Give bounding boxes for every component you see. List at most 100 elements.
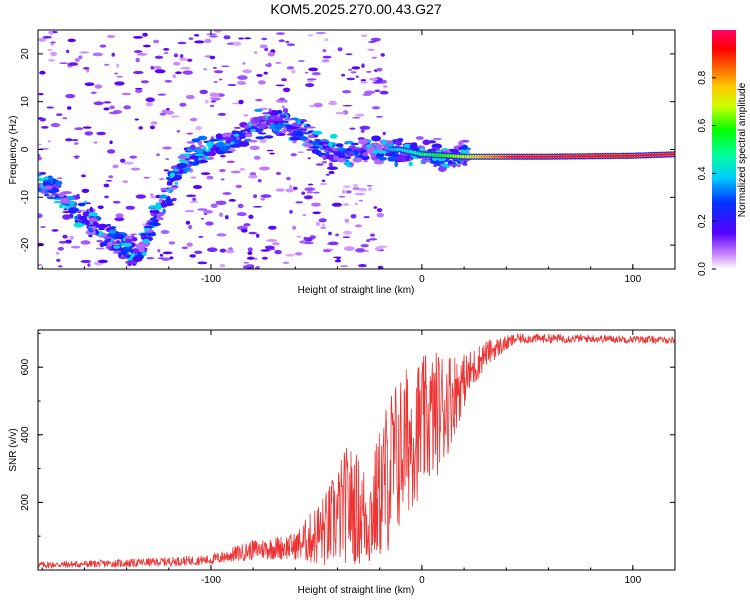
spectral-blob xyxy=(349,127,356,130)
spectral-blob xyxy=(278,39,285,43)
spectral-blob xyxy=(209,55,216,60)
spectral-blob xyxy=(55,251,60,255)
spectral-blob xyxy=(333,155,340,161)
spectral-blob xyxy=(47,189,58,194)
spectral-blob xyxy=(190,176,197,179)
spectral-blob xyxy=(311,72,321,76)
spectral-blob xyxy=(432,157,438,161)
spectral-blob xyxy=(242,69,253,74)
spectral-blob xyxy=(133,50,143,53)
spectral-blob xyxy=(281,78,287,82)
spectral-blob xyxy=(269,122,275,125)
spectral-blob xyxy=(343,230,352,235)
spectral-blob xyxy=(245,138,252,141)
spectral-blob xyxy=(366,71,372,73)
spectral-blob xyxy=(297,120,301,125)
spectral-blob xyxy=(248,174,258,179)
spectral-blob xyxy=(238,37,245,40)
spectral-blob xyxy=(374,246,383,251)
spectral-blob xyxy=(253,257,258,261)
spectral-blob xyxy=(342,104,353,107)
spectral-blob xyxy=(173,53,178,58)
spectral-blob xyxy=(306,191,313,194)
spectral-blob xyxy=(162,251,173,255)
spectral-blob xyxy=(38,143,42,146)
spectral-blob xyxy=(383,85,388,88)
spectral-blob xyxy=(67,201,76,205)
spectral-blob xyxy=(223,136,234,141)
spectral-blob xyxy=(352,186,360,191)
spectral-blob xyxy=(355,75,359,78)
spectral-blob xyxy=(209,138,219,142)
spectral-blob xyxy=(415,136,424,140)
spectral-blob xyxy=(172,74,177,78)
colorbar-gradient xyxy=(712,30,736,269)
spectral-blob xyxy=(231,144,242,148)
spectral-blob xyxy=(225,249,235,254)
spectral-blob xyxy=(130,167,141,171)
spectral-blob xyxy=(185,94,195,100)
spectral-blob xyxy=(115,63,120,68)
spectral-blob xyxy=(40,172,47,175)
spectral-blob xyxy=(185,220,191,225)
spectral-blob xyxy=(209,92,220,98)
spectral-blob xyxy=(409,143,418,150)
spectral-blob xyxy=(213,81,218,83)
spectral-blob xyxy=(373,38,377,43)
spectral-blob xyxy=(261,112,271,115)
spectral-blob xyxy=(460,150,469,155)
spectral-blob xyxy=(242,129,246,135)
spectral-blob xyxy=(282,87,291,93)
spectral-blob xyxy=(360,244,369,248)
spectral-blob xyxy=(114,81,125,86)
spectral-blob xyxy=(158,178,165,180)
spectral-blob xyxy=(108,248,119,251)
spectral-blob xyxy=(359,81,369,84)
spectral-blob xyxy=(292,225,296,230)
spectral-blob xyxy=(344,218,350,223)
spectral-blob xyxy=(121,92,131,96)
spectral-blob xyxy=(39,117,46,122)
spectral-blob xyxy=(186,194,197,198)
spectral-blob xyxy=(461,144,468,150)
spectral-blob xyxy=(190,144,196,150)
spectral-blob xyxy=(304,126,316,129)
spectral-blob xyxy=(210,136,215,140)
spectral-blob xyxy=(95,247,105,250)
spectral-blob xyxy=(357,264,367,268)
spectral-blob xyxy=(47,49,53,51)
spectral-blob xyxy=(88,229,94,233)
spectral-blob xyxy=(48,58,55,62)
spectral-blob xyxy=(325,152,330,155)
spectral-blob xyxy=(99,44,107,48)
spectral-blob xyxy=(93,101,104,106)
spectral-blob xyxy=(291,69,296,74)
spectral-blob xyxy=(107,34,115,39)
spectral-blob xyxy=(158,198,163,204)
spectral-blob xyxy=(215,201,221,203)
spectral-blob xyxy=(142,251,147,257)
spectral-blob xyxy=(189,117,198,122)
spectral-blob xyxy=(345,159,349,163)
spectral-blob xyxy=(335,143,344,148)
spectral-blob xyxy=(147,233,157,237)
spectral-blob xyxy=(243,114,249,117)
spectral-blob xyxy=(281,105,285,108)
spectral-blob xyxy=(262,256,268,260)
spectral-blob xyxy=(94,84,103,89)
spectral-blob xyxy=(275,84,285,87)
spectral-blob xyxy=(194,34,200,37)
spectral-blob xyxy=(338,196,346,198)
spectral-blob xyxy=(38,263,43,267)
snr-frame xyxy=(37,329,676,571)
colorbar-tick-label: 0.2 xyxy=(697,214,708,228)
spectral-blob xyxy=(253,194,258,199)
spectral-blob xyxy=(134,118,139,121)
spectral-blob xyxy=(292,130,304,136)
spectral-blob xyxy=(187,58,193,62)
spectral-blob xyxy=(137,247,145,253)
spectral-blob xyxy=(53,201,62,204)
spectral-blob xyxy=(156,153,160,156)
spectral-blob xyxy=(115,213,124,218)
spectral-blob xyxy=(74,219,79,223)
